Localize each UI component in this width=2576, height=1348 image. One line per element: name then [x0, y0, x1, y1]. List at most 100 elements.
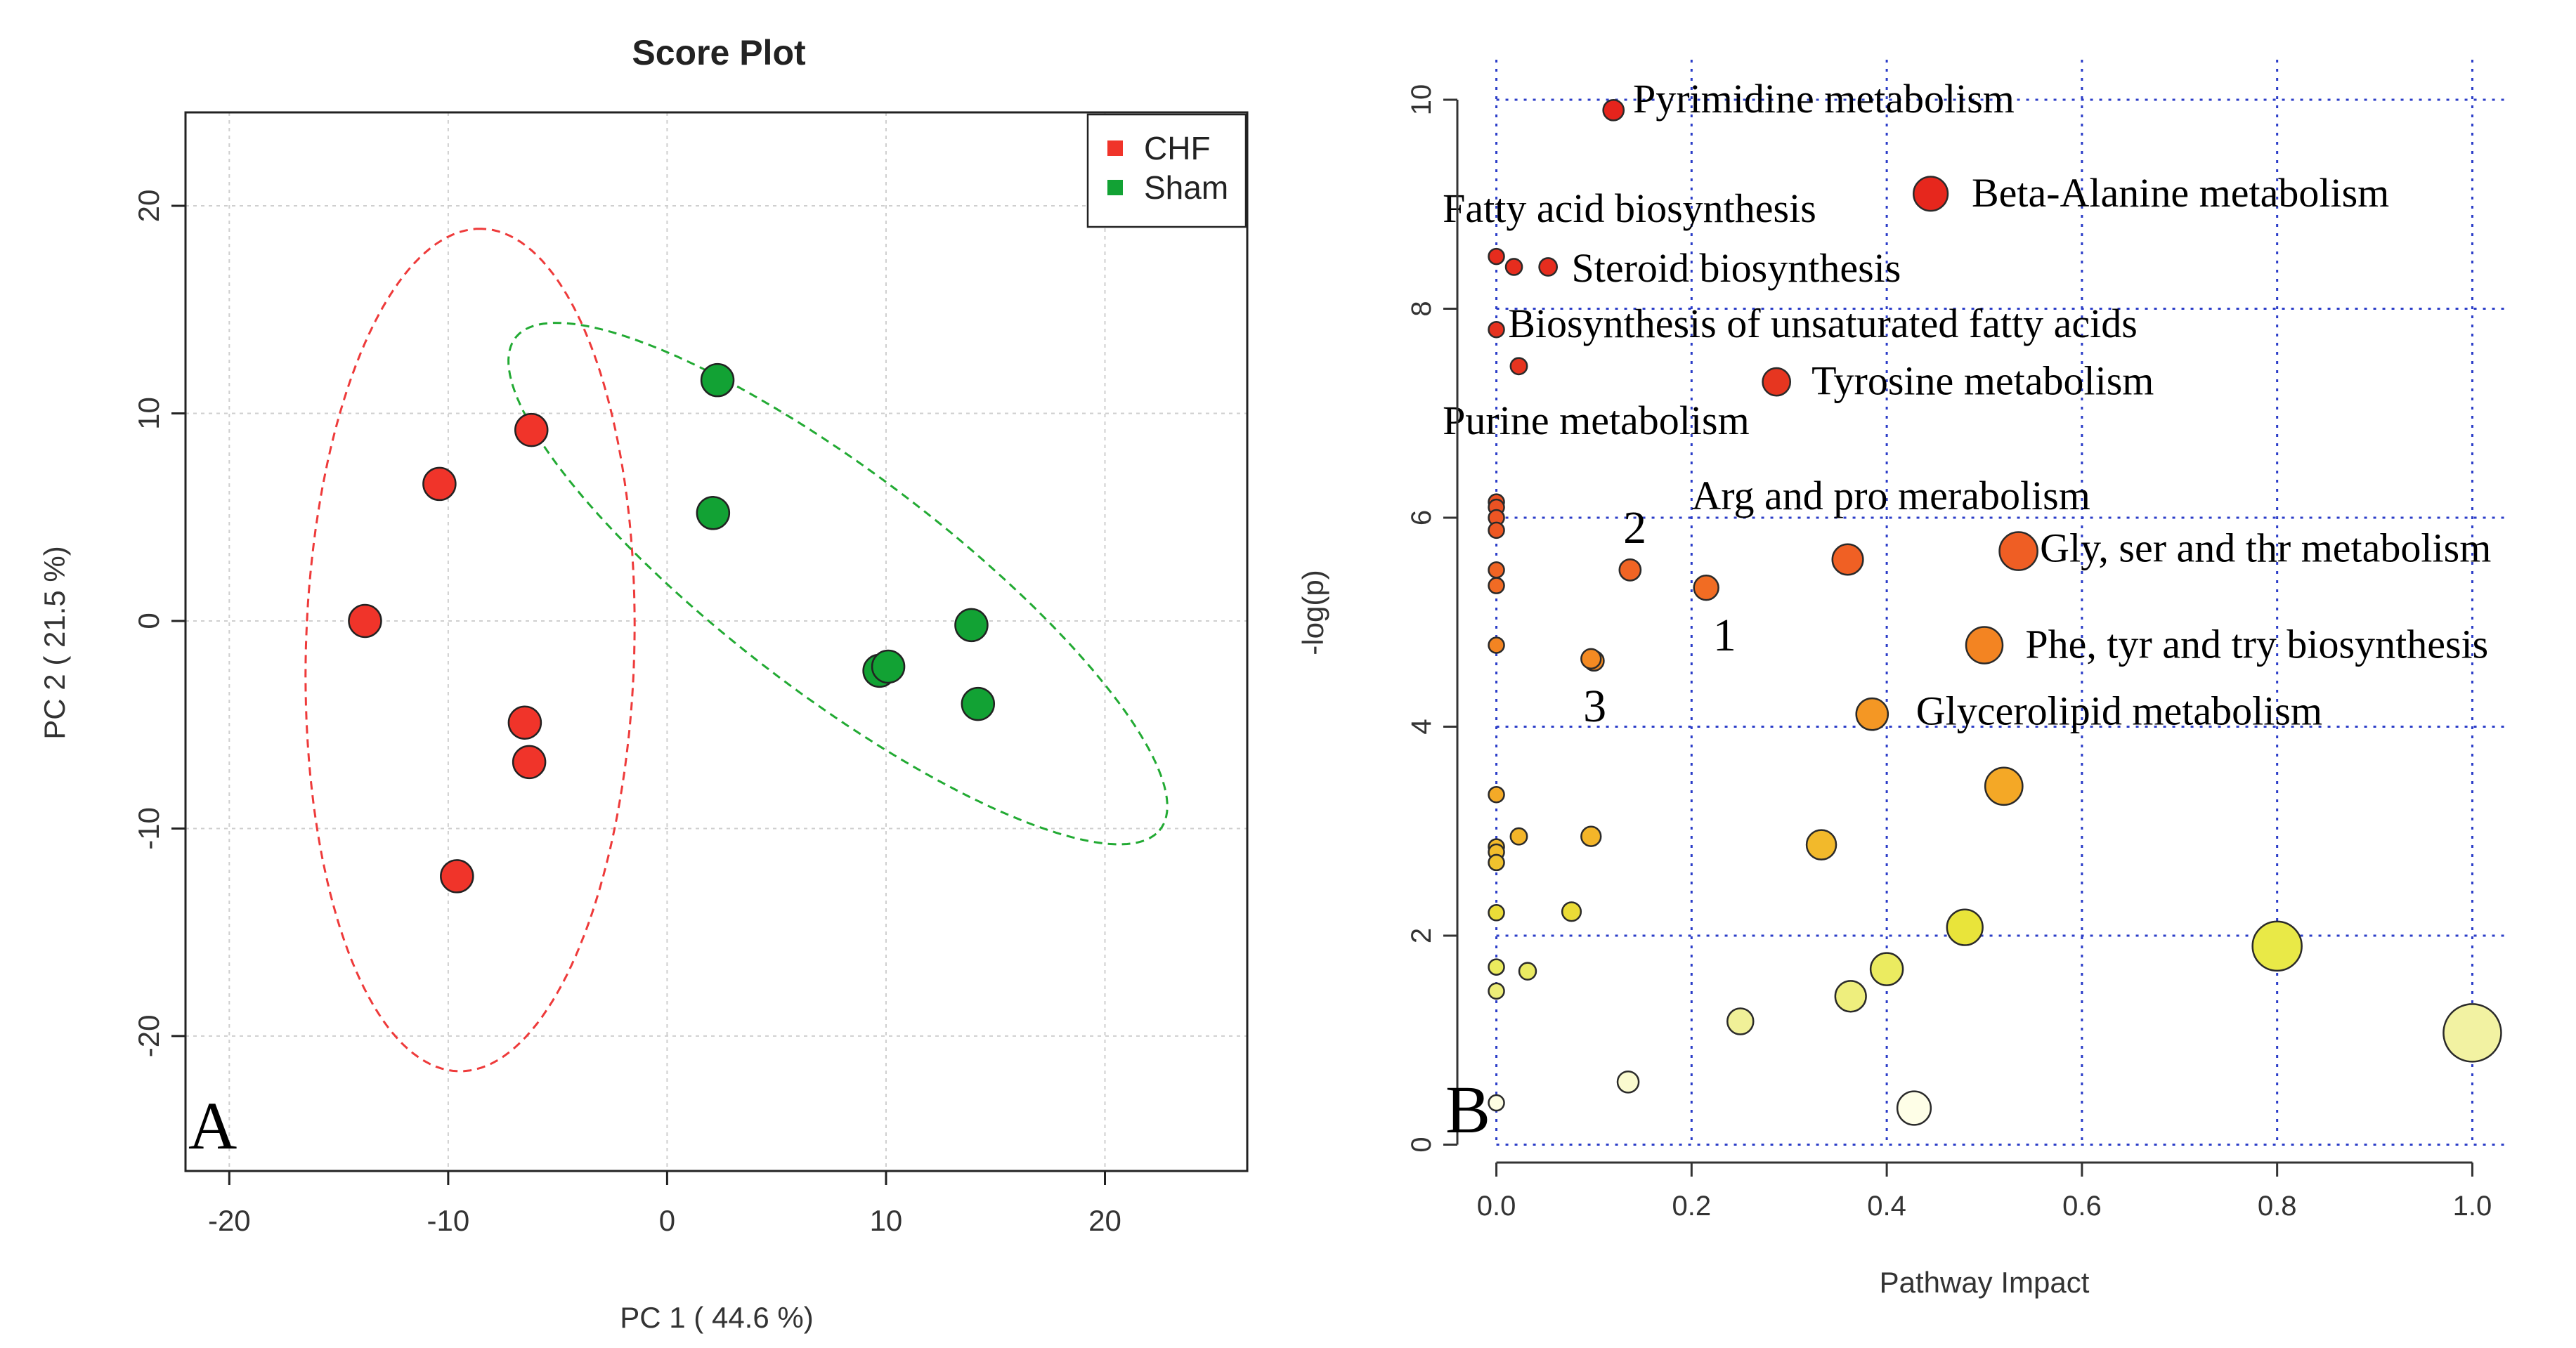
y-tick-label: 6	[1406, 510, 1437, 525]
y-tick-label: 8	[1406, 301, 1437, 316]
confidence-ellipse-chf	[304, 228, 636, 1073]
x-axis-label: PC 1 ( 44.6 %)	[620, 1301, 813, 1334]
pathway-annotations: Pyrimidine metabolism Beta-Alanine metabo…	[1443, 76, 2491, 734]
x-axis-label: Pathway Impact	[1880, 1266, 2090, 1299]
pathway-point	[1913, 176, 1949, 212]
data-point-sham	[696, 496, 731, 530]
pathway-annotation: Gly, ser and thr metabolism	[2040, 525, 2491, 571]
data-point-chf	[507, 705, 542, 740]
pathway-point	[1509, 357, 1528, 376]
pathway-point	[2442, 1003, 2502, 1063]
pathway-annotation: Arg and pro merabolism	[1691, 473, 2090, 518]
pathway-annotation: 1	[1713, 610, 1736, 661]
y-tick-label: 4	[1406, 719, 1437, 734]
pathway-point	[1488, 577, 1505, 594]
pathway-point	[1488, 636, 1505, 654]
data-point-chf	[422, 466, 457, 502]
pathway-point	[1488, 785, 1505, 804]
y-tick-label: -10	[132, 807, 165, 850]
grid-lines	[186, 112, 1247, 1171]
score-plot-panel: Score Plot -20 -10 0 10 20 -20 -10 0 10 20 PC 1 (…	[38, 33, 1249, 1334]
x-tick-label: 0.8	[2258, 1191, 2297, 1222]
pathway-point	[1518, 962, 1537, 981]
pathway-annotation: Purine metabolism	[1443, 398, 1750, 443]
legend-box	[1086, 113, 1247, 228]
pathway-point	[1946, 908, 1984, 946]
pathway-points	[1488, 98, 2502, 1126]
x-tick-label: 10	[870, 1204, 903, 1237]
y-tick-label: 10	[1406, 84, 1437, 116]
confidence-ellipses	[304, 228, 1169, 1073]
data-points	[348, 362, 996, 894]
pathway-point	[1488, 561, 1505, 579]
pathway-point	[1869, 952, 1904, 986]
grid-lines	[1495, 60, 2504, 1146]
legend-label-sham: Sham	[1144, 169, 1228, 206]
x-tick-label: -10	[427, 1204, 470, 1237]
pathway-point	[2251, 920, 2303, 972]
pathway-annotation: 3	[1583, 681, 1606, 732]
pathway-point	[1488, 982, 1505, 1000]
pathway-point	[1855, 697, 1889, 731]
axes: -20 -10 0 10 20 -20 -10 0 10 20	[132, 190, 1121, 1237]
pathway-point	[1580, 825, 1602, 847]
panel-label-a: A	[188, 1088, 237, 1163]
data-point-chf	[514, 412, 549, 447]
confidence-ellipse-sham	[507, 322, 1169, 846]
pathway-point	[1509, 827, 1528, 846]
y-axis-label: PC 2 ( 21.5 %)	[38, 546, 71, 739]
x-tick-label: 0.2	[1672, 1191, 1712, 1222]
pathway-point	[1618, 558, 1642, 582]
x-tick-label: 1.0	[2453, 1191, 2492, 1222]
pathway-annotation: Pyrimidine metabolism	[1633, 76, 2015, 122]
y-tick-label: 10	[132, 397, 165, 430]
pathway-point	[1805, 829, 1837, 861]
pathway-annotation: 2	[1623, 502, 1646, 554]
pathway-point	[1693, 574, 1719, 601]
legend-swatch-chf	[1107, 140, 1123, 156]
data-point-sham	[961, 686, 996, 721]
pathway-impact-panel: Pyrimidine metabolism Beta-Alanine metabo…	[1296, 60, 2504, 1299]
pathway-point	[1504, 258, 1523, 276]
y-tick-label: -20	[132, 1015, 165, 1058]
y-tick-label: 2	[1406, 928, 1437, 943]
pathway-annotation: Phe, tyr and try biosynthesis	[2025, 621, 2488, 667]
pathway-point	[1998, 531, 2038, 571]
x-tick-label: -20	[208, 1204, 251, 1237]
pathway-point	[1488, 904, 1505, 922]
panel-label-b: B	[1445, 1072, 1490, 1147]
pathway-annotation: Biosynthesis of unsaturated fatty acids	[1508, 301, 2138, 346]
pathway-point	[1616, 1071, 1640, 1094]
chart-title: Score Plot	[632, 33, 806, 72]
x-tick-label: 0.4	[1867, 1191, 1906, 1222]
pathway-point	[1896, 1090, 1932, 1126]
y-tick-label: 0	[1406, 1137, 1437, 1152]
pathway-annotation: Tyrosine metabolism	[1811, 358, 2154, 404]
pathway-point	[1834, 980, 1867, 1013]
pathway-point	[1488, 247, 1505, 266]
pathway-annotation: Fatty acid biosynthesis	[1443, 185, 1816, 231]
data-point-chf	[440, 859, 474, 894]
pathway-annotation: Beta-Alanine metabolism	[1972, 170, 2389, 216]
pathway-point	[1488, 521, 1505, 539]
pathway-point	[1965, 626, 2004, 665]
axes: 0.0 0.2 0.4 0.6 0.8 1.0 0 2 4 6 8 10	[1406, 84, 2492, 1222]
pathway-point	[1762, 367, 1792, 397]
x-tick-label: 20	[1088, 1204, 1121, 1237]
pathway-point	[1561, 901, 1582, 922]
pathway-point	[1538, 257, 1559, 277]
x-tick-label: 0	[659, 1204, 675, 1237]
y-tick-label: 20	[132, 190, 165, 223]
data-point-chf	[348, 603, 382, 639]
pathway-point	[1488, 958, 1505, 976]
pathway-point	[1488, 853, 1505, 872]
pathway-point	[1831, 543, 1864, 576]
y-axis-label: -log(p)	[1296, 570, 1329, 655]
x-tick-label: 0.6	[2062, 1191, 2102, 1222]
pathway-annotation: Steroid biosynthesis	[1572, 245, 1901, 291]
plot-frame	[184, 111, 1249, 1172]
data-point-sham	[871, 649, 906, 684]
pathway-point	[1488, 1094, 1505, 1112]
legend-label-chf: CHF	[1144, 130, 1211, 166]
